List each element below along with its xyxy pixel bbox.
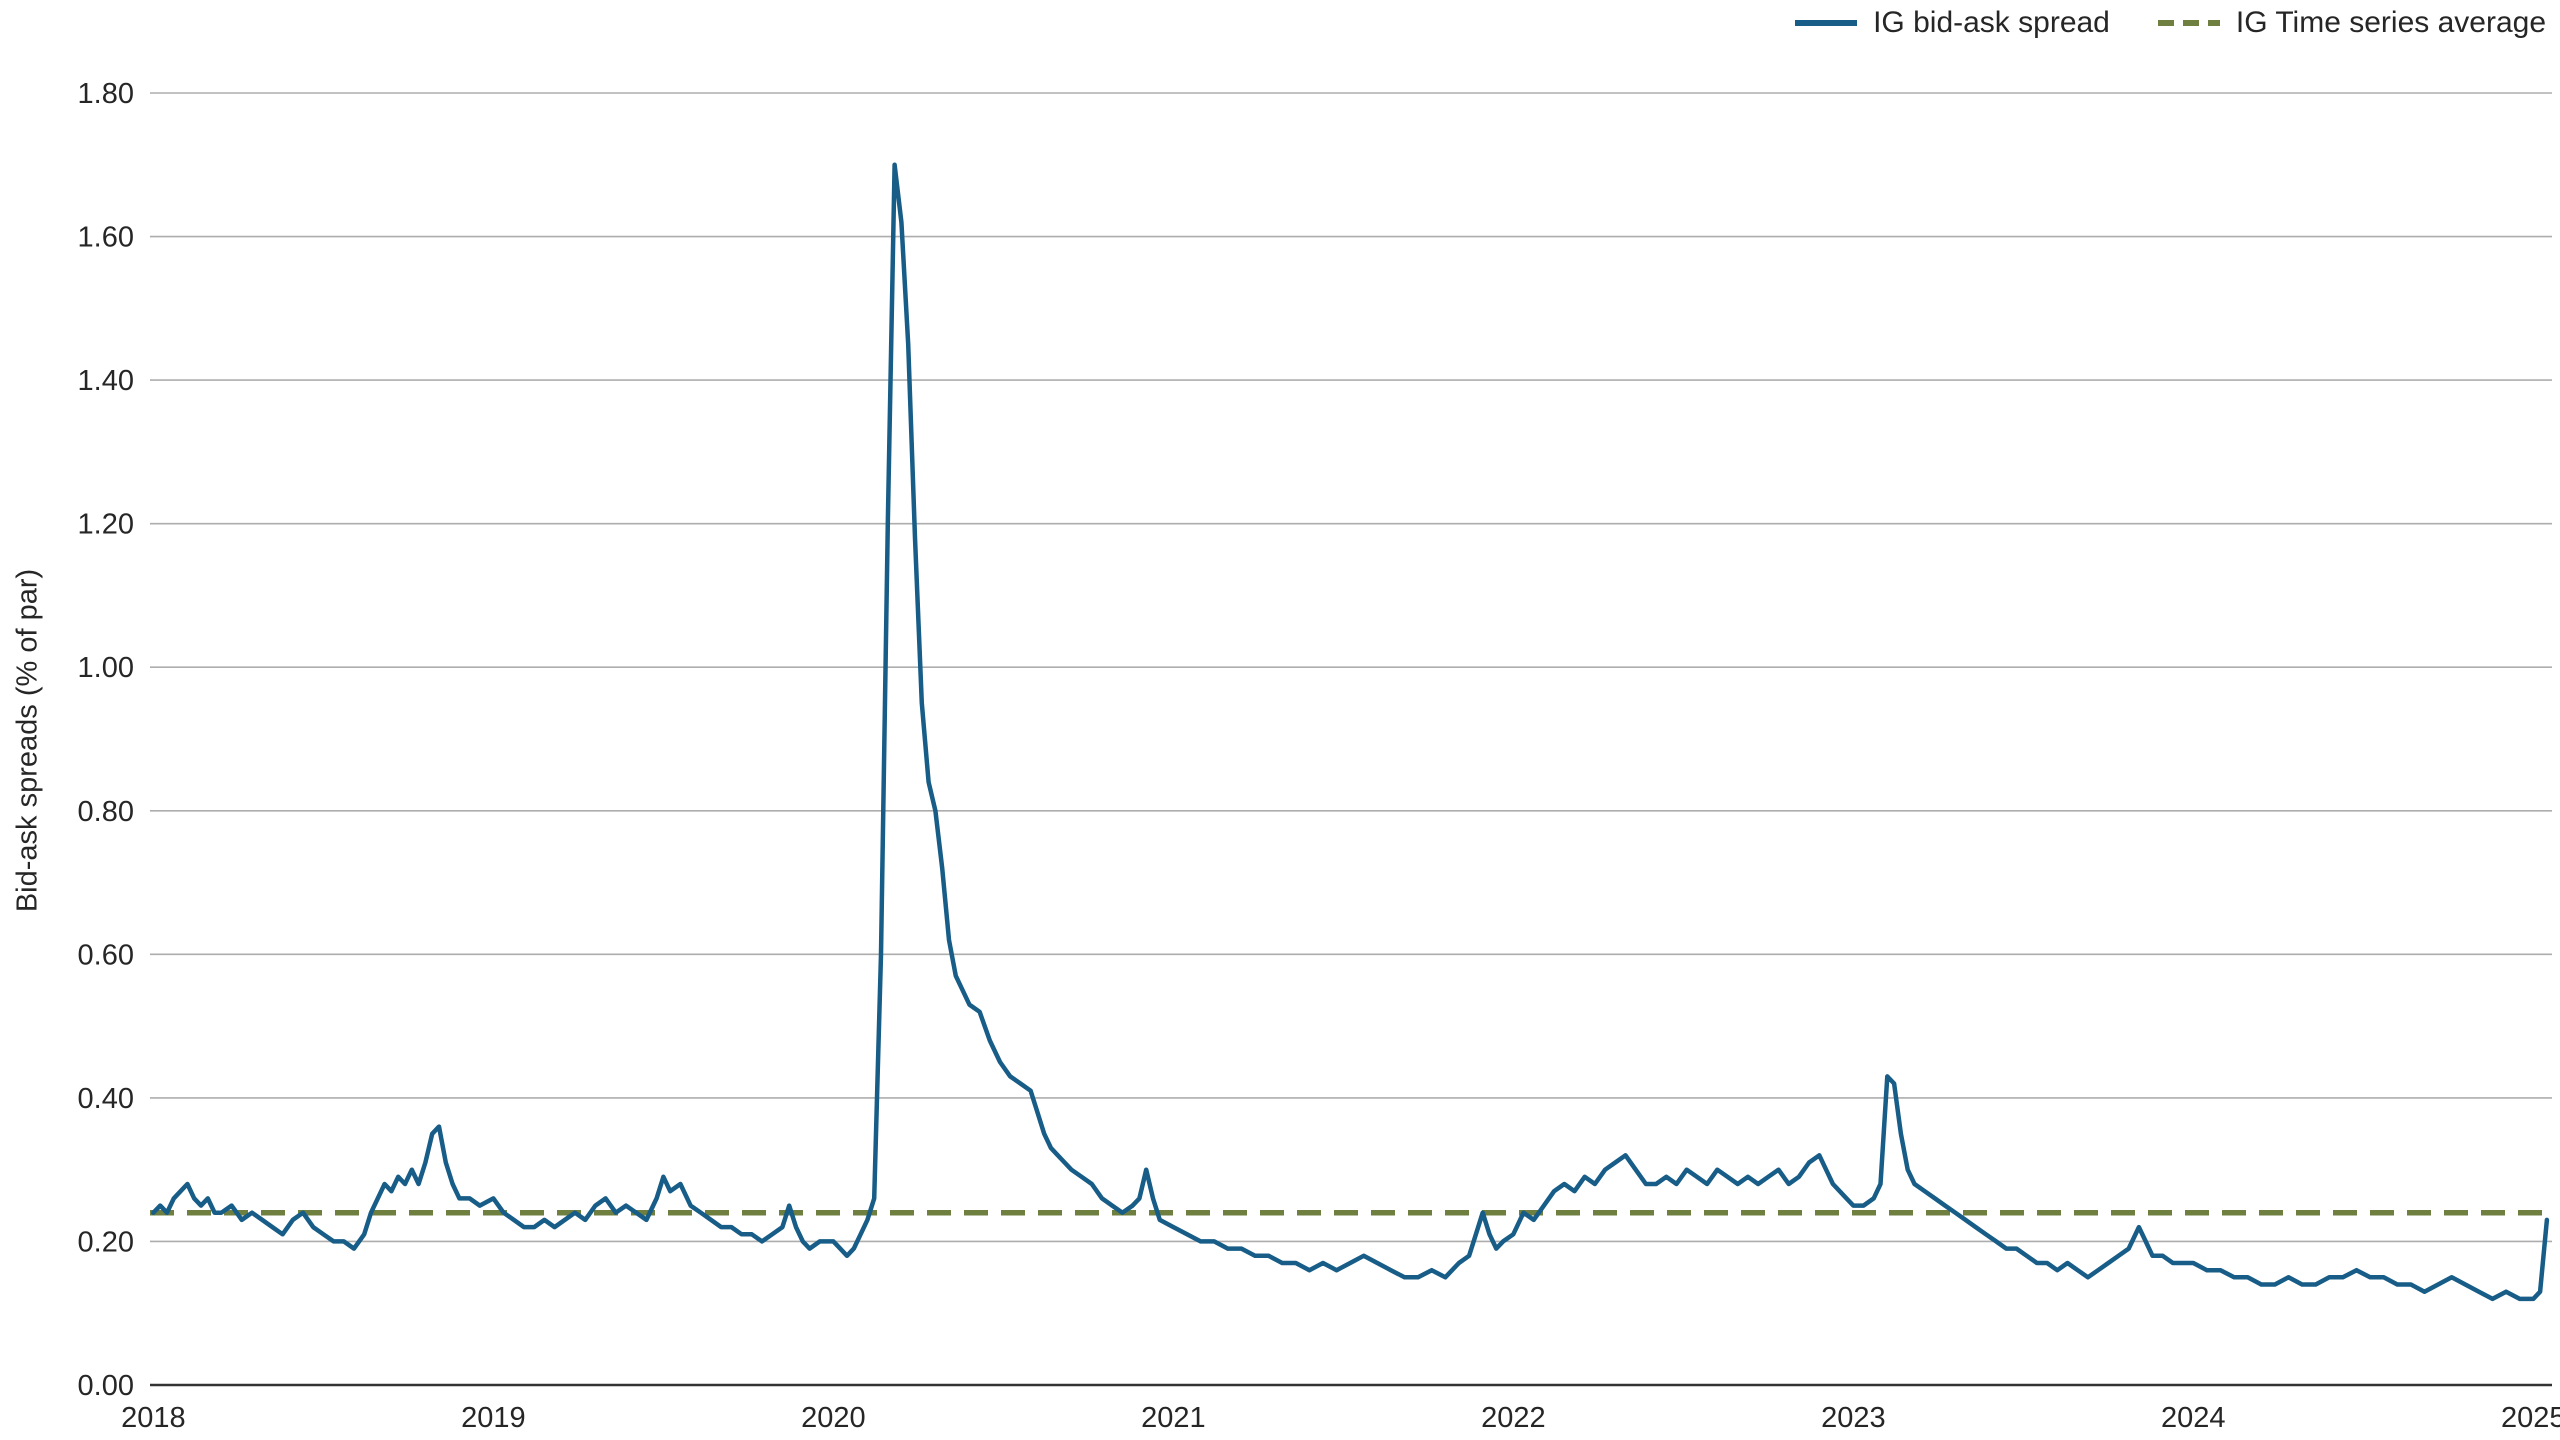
y-tick-label: 0.40 [78, 1083, 134, 1115]
x-tick-label: 2020 [801, 1402, 866, 1434]
y-tick-label: 1.40 [78, 365, 134, 397]
y-axis-title: Bid-ask spreads (% of par) [11, 568, 44, 913]
x-tick-label: 2024 [2161, 1402, 2226, 1434]
ig-bid-ask-spread-line [151, 162, 2550, 1302]
x-tick-label: 2021 [1141, 1402, 1206, 1434]
x-tick-label: 2025 [2501, 1402, 2560, 1434]
y-tick-label: 1.00 [78, 652, 134, 684]
x-tick-label: 2022 [1481, 1402, 1546, 1434]
y-tick-label: 0.00 [78, 1370, 134, 1402]
solid-line-swatch-icon [1795, 20, 1858, 26]
dashed-line-swatch-icon [2157, 20, 2220, 26]
x-tick-label: 2019 [461, 1402, 526, 1434]
legend-item-ig-time-series-average: IG Time series average [2156, 6, 2546, 40]
y-tick-label: 1.60 [78, 222, 134, 254]
y-tick-label: 0.20 [78, 1226, 134, 1258]
x-tick-label: 2018 [121, 1402, 186, 1434]
y-tick-label: 1.80 [78, 78, 134, 110]
y-tick-label: 0.80 [78, 796, 134, 828]
legend: IG bid-ask spread IG Time series average [1793, 6, 2546, 40]
y-tick-label: 1.20 [78, 509, 134, 541]
x-tick-label: 2023 [1821, 1402, 1886, 1434]
legend-item-ig-bid-ask-spread: IG bid-ask spread [1793, 6, 2110, 40]
y-tick-label: 0.60 [78, 939, 134, 971]
legend-label-ig-time-series-average: IG Time series average [2235, 6, 2546, 39]
legend-label-ig-bid-ask-spread: IG bid-ask spread [1873, 6, 2110, 39]
